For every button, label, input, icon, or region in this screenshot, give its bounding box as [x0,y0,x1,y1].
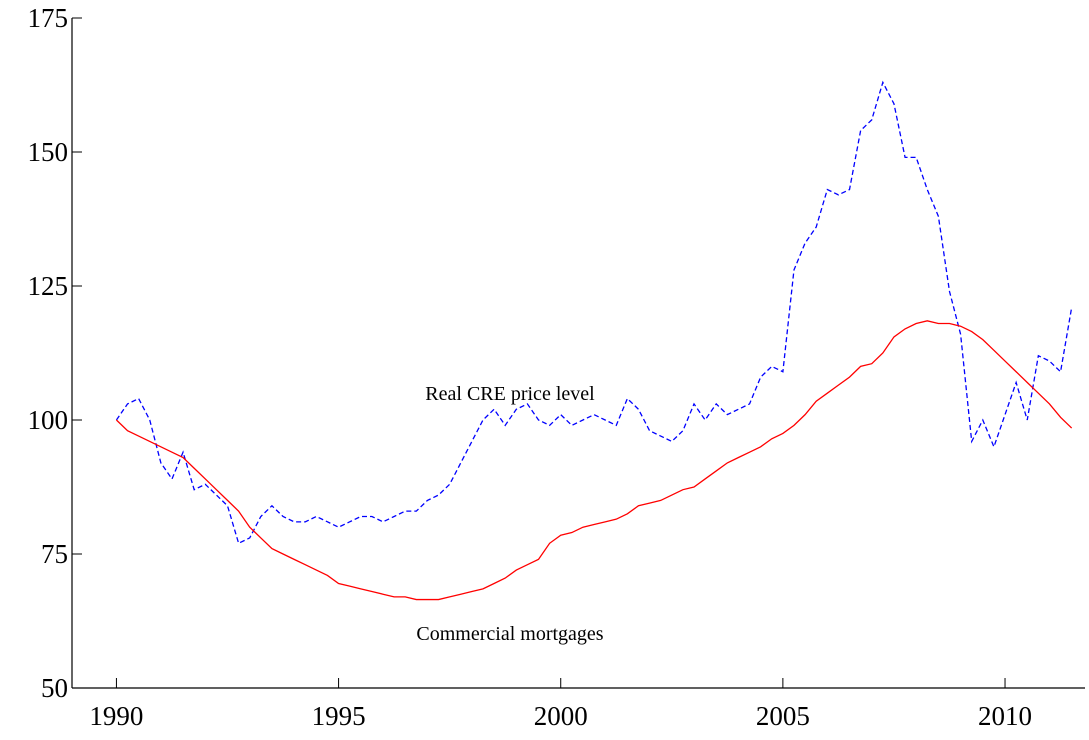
x-tick-label: 1995 [312,701,366,731]
x-tick-label: 1990 [89,701,143,731]
y-tick-label: 175 [28,3,69,33]
y-tick-label: 75 [41,539,68,569]
annotation: Real CRE price level [425,383,595,405]
series-line [115,320,1073,601]
y-tick-label: 125 [28,271,69,301]
x-tick-label: 2000 [534,701,588,731]
series-line [115,80,1073,545]
x-tick-label: 2010 [978,701,1032,731]
y-tick-label: 50 [41,673,68,703]
x-tick-label: 2005 [756,701,810,731]
y-tick-label: 150 [28,137,69,167]
annotation: Commercial mortgages [416,623,603,645]
y-tick-label: 100 [28,405,69,435]
